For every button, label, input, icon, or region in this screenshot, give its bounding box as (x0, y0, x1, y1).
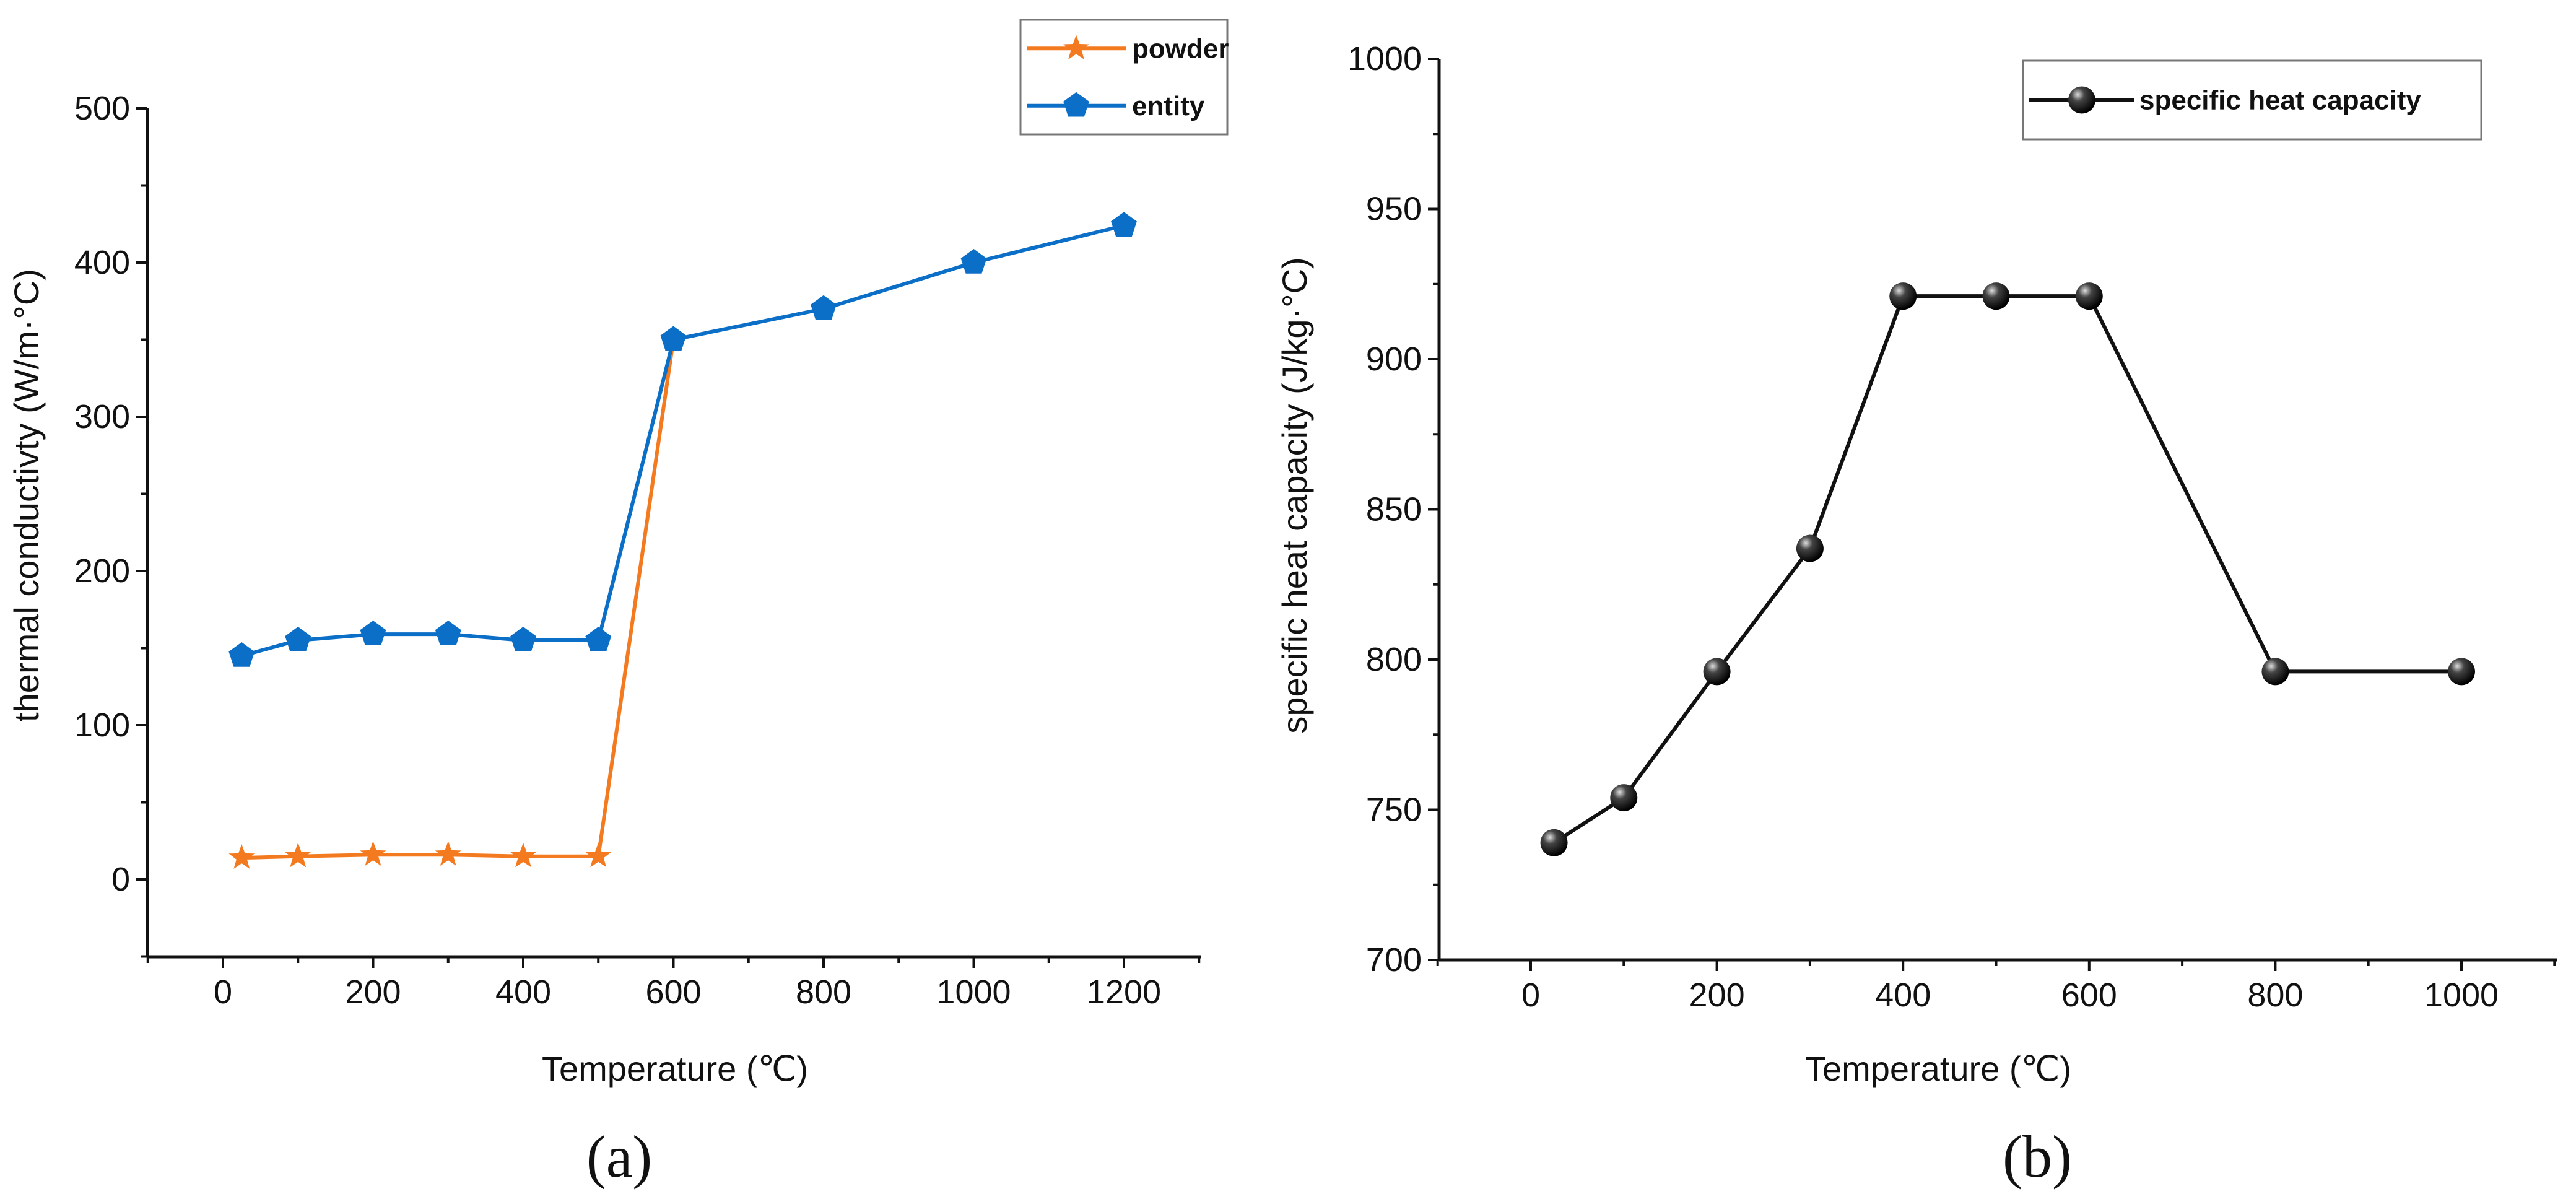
x-tick-label: 200 (345, 974, 401, 1011)
chart-b-ylabel: specific heat capacity (J/kg·°C) (1275, 257, 1314, 733)
series-line-entity (241, 224, 1125, 658)
data-point-powder (228, 844, 255, 869)
data-point-specific-heat-capacity (1610, 784, 1638, 812)
y-tick-label: 950 (1366, 191, 1422, 228)
data-point-entity (585, 627, 612, 651)
x-tick-label: 0 (214, 974, 232, 1011)
legend-label: entity (1132, 91, 1205, 121)
legend-marker (1063, 35, 1089, 59)
y-tick-label: 100 (74, 707, 130, 744)
chart-a-caption: (a) (586, 1123, 653, 1190)
legend-marker (2068, 86, 2095, 114)
data-point-specific-heat-capacity (1796, 534, 1824, 562)
data-point-specific-heat-capacity (2261, 658, 2289, 686)
chart-b-caption: (b) (2003, 1123, 2072, 1190)
x-tick-label: 400 (1875, 977, 1931, 1014)
y-tick-label: 700 (1366, 941, 1422, 978)
data-point-powder (435, 841, 461, 866)
data-point-specific-heat-capacity (1703, 658, 1731, 686)
data-point-entity (510, 627, 536, 651)
series-line-specific-heat-capacity (1552, 294, 2461, 845)
data-point-specific-heat-capacity (2075, 282, 2103, 310)
x-tick-label: 600 (645, 974, 701, 1011)
data-point-powder (360, 841, 386, 866)
data-point-specific-heat-capacity (1982, 282, 2010, 310)
legend-label: powder (1132, 33, 1229, 64)
data-point-powder (285, 842, 311, 868)
data-point-powder (510, 842, 536, 868)
y-tick-label: 300 (74, 398, 130, 435)
x-tick-label: 400 (495, 974, 551, 1011)
y-tick-label: 200 (74, 552, 130, 590)
x-tick-label: 600 (2061, 977, 2117, 1014)
data-point-specific-heat-capacity (2448, 658, 2475, 686)
chart-a-xlabel: Temperature (℃) (542, 1049, 808, 1088)
y-tick-label: 0 (111, 861, 130, 898)
data-point-entity (1111, 212, 1137, 237)
chart-b-xlabel: Temperature (℃) (1805, 1049, 2071, 1088)
data-point-powder (585, 842, 612, 868)
x-tick-label: 800 (2247, 977, 2303, 1014)
y-tick-label: 1000 (1347, 40, 1422, 77)
data-point-entity (360, 621, 386, 645)
legend-box (1019, 19, 1229, 136)
chart-a-thermal-conductivity: Temperature (℃) thermal conductivty (W/m… (7, 19, 1229, 1190)
data-point-entity (660, 326, 687, 351)
x-tick-label: 1000 (936, 974, 1011, 1011)
y-tick-label: 750 (1366, 791, 1422, 829)
y-tick-label: 500 (74, 90, 130, 127)
data-point-entity (435, 621, 461, 645)
legend-label: specific heat capacity (2139, 85, 2421, 116)
x-tick-label: 1000 (2424, 977, 2499, 1014)
x-tick-label: 1200 (1087, 974, 1161, 1011)
y-tick-label: 400 (74, 244, 130, 281)
x-tick-label: 0 (1521, 977, 1540, 1014)
x-tick-label: 200 (1689, 977, 1745, 1014)
y-tick-label: 800 (1366, 641, 1422, 678)
data-point-entity (228, 642, 255, 667)
legend-marker (1063, 92, 1089, 117)
data-point-specific-heat-capacity (1540, 829, 1568, 856)
chart-b-specific-heat: Temperature (℃) specific heat capacity (… (1275, 40, 2557, 1190)
y-tick-label: 900 (1366, 341, 1422, 378)
data-point-entity (285, 627, 311, 651)
data-point-entity (960, 249, 987, 274)
y-tick-label: 850 (1366, 491, 1422, 528)
data-point-specific-heat-capacity (1889, 282, 1917, 310)
data-point-entity (811, 295, 837, 320)
chart-a-ylabel: thermal conductivty (W/m·°C) (7, 269, 46, 722)
x-tick-label: 800 (796, 974, 851, 1011)
